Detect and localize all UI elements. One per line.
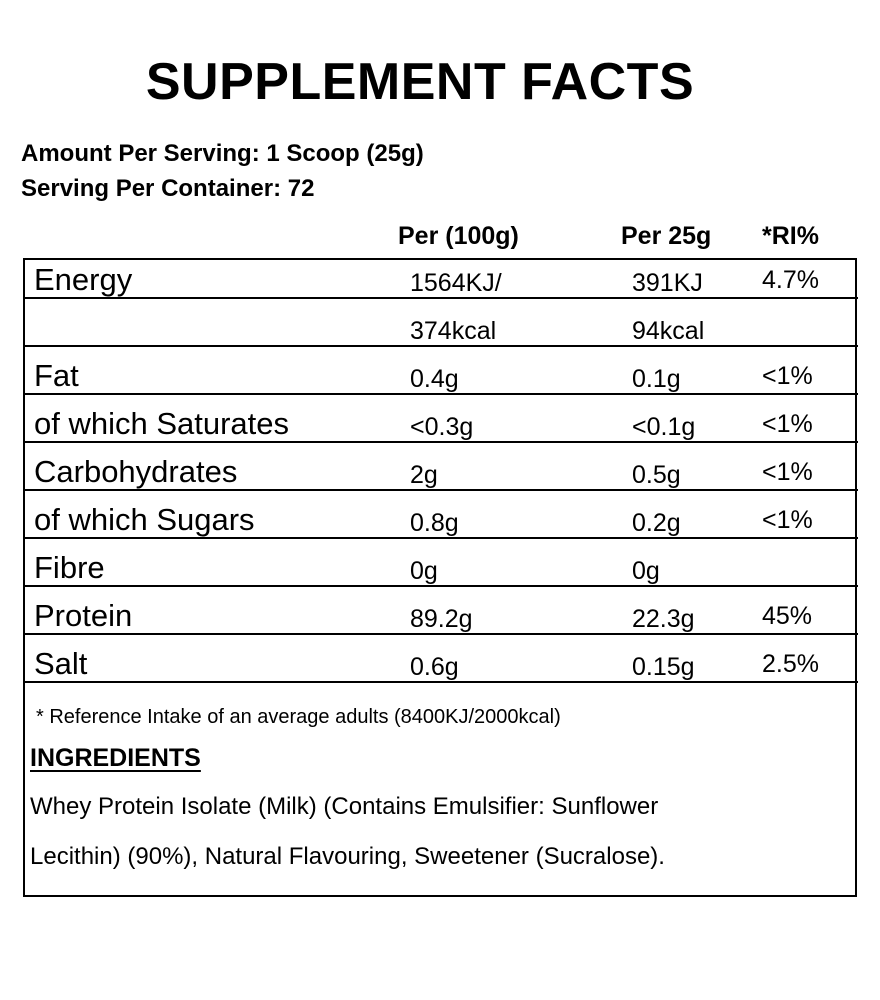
column-header: *RI% (762, 222, 819, 250)
row-label: of which Saturates (34, 406, 290, 441)
serving-size: Amount Per Serving: 1 Scoop (25g) (21, 140, 424, 167)
ingredients-text: Whey Protein Isolate (Milk) (Contains Em… (30, 793, 659, 820)
row-divider (23, 345, 858, 347)
row-value: <1% (762, 410, 813, 438)
row-value: <0.1g (632, 413, 696, 441)
row-value: 2g (410, 461, 438, 489)
row-value: 0.15g (632, 653, 695, 681)
row-divider (23, 489, 858, 491)
row-divider (23, 441, 858, 443)
servings-per-container: Serving Per Container: 72 (21, 175, 315, 202)
row-divider (23, 297, 858, 299)
row-value: 0.2g (632, 509, 681, 537)
row-label: Salt (34, 646, 88, 681)
column-header: Per (100g) (398, 222, 519, 250)
row-value: 0.4g (410, 365, 459, 393)
row-value: 0.1g (632, 365, 681, 393)
row-value: 1564KJ/ (410, 269, 502, 297)
row-label: Fibre (34, 550, 105, 585)
row-value: 0.5g (632, 461, 681, 489)
row-value: 4.7% (762, 266, 819, 294)
row-value: 0g (632, 557, 660, 585)
row-value: 391KJ (632, 269, 703, 297)
row-value: 374kcal (410, 317, 497, 345)
ingredients-text: Lecithin) (90%), Natural Flavouring, Swe… (30, 843, 665, 870)
row-label: Fat (34, 358, 79, 393)
ingredients-heading: INGREDIENTS (30, 744, 201, 772)
row-divider (23, 393, 858, 395)
row-value: 89.2g (410, 605, 473, 633)
row-label: Energy (34, 262, 133, 297)
row-label: Carbohydrates (34, 454, 238, 489)
footnote: * Reference Intake of an average adults … (36, 706, 561, 728)
row-value: 45% (762, 602, 813, 630)
row-value: 0g (410, 557, 438, 585)
column-header: Per 25g (621, 222, 712, 250)
row-value: <1% (762, 362, 813, 390)
table-box (23, 258, 857, 897)
row-value: 0.8g (410, 509, 459, 537)
row-label: of which Sugars (34, 502, 255, 537)
row-value: 0.6g (410, 653, 459, 681)
row-value: <1% (762, 458, 813, 486)
row-divider (23, 633, 858, 635)
row-divider (23, 585, 858, 587)
row-value: <1% (762, 506, 813, 534)
row-value: 2.5% (762, 650, 819, 678)
row-divider (23, 681, 858, 683)
row-value: 22.3g (632, 605, 695, 633)
row-value: 94kcal (632, 317, 705, 345)
row-divider (23, 537, 858, 539)
row-label: Protein (34, 598, 133, 633)
row-value: <0.3g (410, 413, 474, 441)
title: SUPPLEMENT FACTS (145, 53, 695, 111)
